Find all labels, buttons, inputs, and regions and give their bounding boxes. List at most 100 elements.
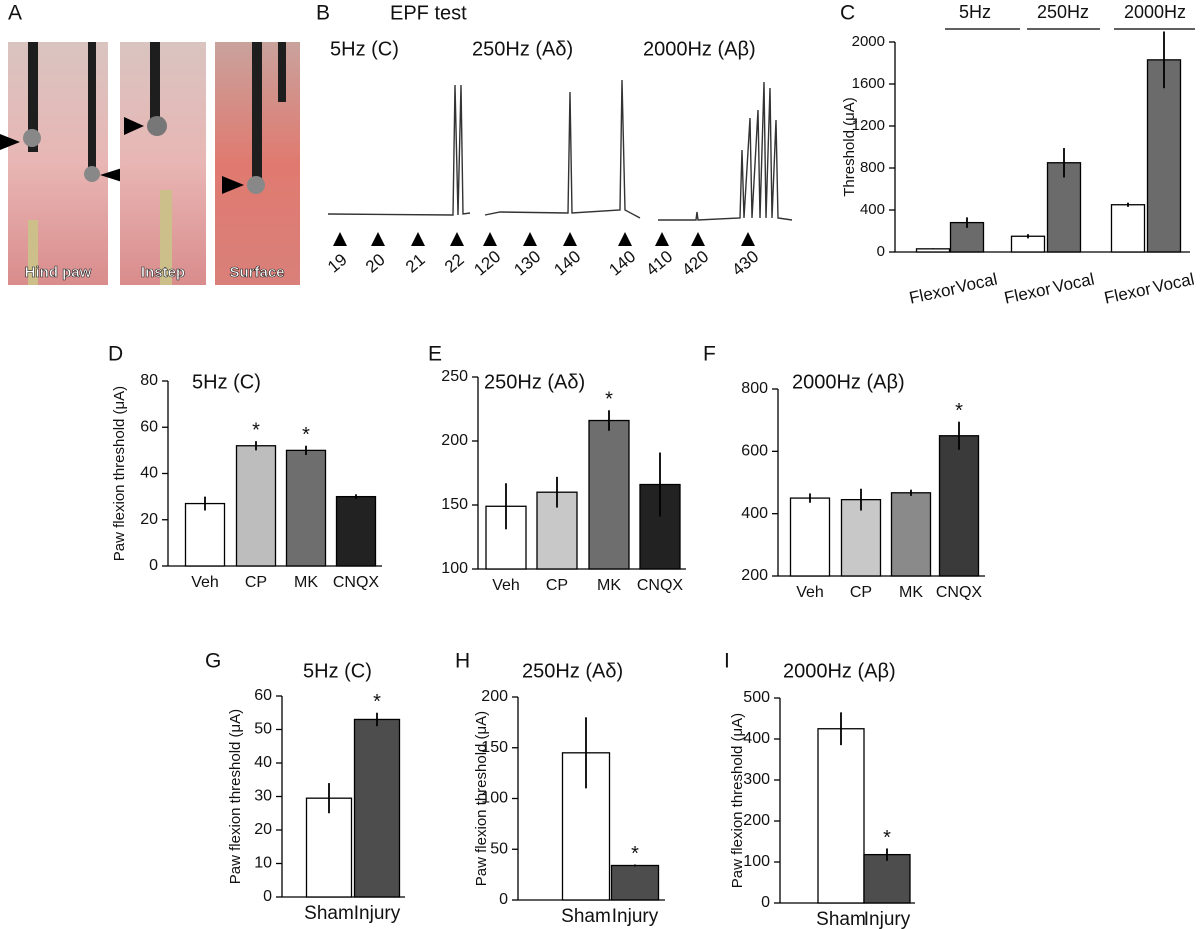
x-tick-label: CNQX — [333, 574, 380, 591]
x-tick-label: Vocal — [954, 270, 999, 297]
y-tick-label: 80 — [140, 372, 158, 389]
bar — [1046, 162, 1082, 253]
bar — [335, 495, 377, 567]
significance-mark: * — [302, 424, 310, 446]
x-tick-label: Sham — [561, 906, 611, 927]
panel-title: EPF test — [390, 2, 467, 24]
group-label: 2000Hz — [1124, 2, 1186, 22]
panel-letter: F — [703, 343, 716, 366]
x-tick-label: MK — [597, 577, 621, 594]
significance-mark: * — [631, 843, 639, 865]
x-tick-label: Injury — [612, 906, 659, 927]
bar — [184, 502, 226, 567]
arrowhead — [691, 232, 705, 246]
x-tick-label: Injury — [864, 909, 911, 929]
stimulus-label: 140 — [550, 247, 584, 280]
stimulus-label: 130 — [510, 247, 544, 280]
chart-title: 5Hz (C) — [192, 371, 261, 393]
trace-label: 250Hz (Aδ) — [472, 38, 573, 60]
y-tick-label: 50 — [490, 840, 508, 857]
trace — [658, 81, 793, 221]
panel-letter: B — [316, 2, 330, 25]
x-tick-label: Veh — [492, 577, 520, 594]
stimulus-label: 21 — [402, 250, 429, 277]
x-tick-label: Flexor — [1003, 279, 1053, 307]
x-tick-label: Flexor — [908, 279, 958, 307]
chart-title: 250Hz (Aδ) — [522, 660, 623, 682]
trace-label: 5Hz (C) — [330, 38, 399, 60]
significance-mark: * — [605, 389, 613, 411]
bar — [1146, 59, 1182, 253]
y-tick-label: 800 — [860, 159, 885, 176]
y-tick-label: 250 — [441, 368, 468, 385]
bar — [840, 498, 882, 577]
y-tick-label: 10 — [254, 855, 272, 872]
x-tick-label: Flexor — [1103, 279, 1153, 307]
panel-letter: G — [205, 650, 221, 673]
chart-title: 5Hz (C) — [303, 660, 372, 682]
arrowhead — [618, 232, 632, 246]
stimulus-label: 410 — [642, 247, 676, 280]
trace — [327, 84, 471, 216]
x-tick-label: Veh — [191, 574, 219, 591]
photo-label: Instep — [141, 264, 185, 281]
y-tick-label: 1200 — [852, 117, 885, 134]
y-tick-label: 0 — [149, 557, 158, 574]
photo — [215, 42, 300, 285]
x-tick-label: Injury — [354, 903, 401, 924]
arrowhead — [563, 232, 577, 246]
arrowhead — [333, 232, 347, 246]
stimulus-label: 20 — [362, 250, 389, 277]
significance-mark: * — [373, 691, 381, 713]
x-tick-label: MK — [899, 584, 923, 601]
y-tick-label: 50 — [254, 721, 272, 738]
photo — [0, 42, 122, 285]
x-tick-label: Sham — [304, 903, 354, 924]
y-tick-label: 500 — [743, 689, 770, 706]
x-tick-label: CNQX — [936, 584, 983, 601]
y-tick-label: 200 — [741, 567, 768, 584]
chart-title: 2000Hz (Aβ) — [783, 660, 896, 682]
x-tick-label: Vocal — [1151, 270, 1196, 297]
arrowhead — [523, 232, 537, 246]
chart-title: 250Hz (Aδ) — [484, 371, 585, 393]
photo — [120, 42, 206, 285]
bar — [890, 492, 932, 577]
y-tick-label: 300 — [743, 771, 770, 788]
panel-letter: H — [455, 650, 470, 673]
y-tick-label: 150 — [441, 496, 468, 513]
y-tick-label: 60 — [254, 687, 272, 704]
photo-label: Surface — [229, 264, 284, 281]
bar — [588, 419, 630, 570]
y-tick-label: 0 — [263, 888, 272, 905]
y-tick-label: 1600 — [852, 75, 885, 92]
panel-letter: C — [840, 2, 855, 25]
bar — [1110, 204, 1146, 253]
bar — [561, 752, 611, 901]
y-tick-label: 200 — [743, 812, 770, 829]
y-tick-label: 20 — [254, 821, 272, 838]
y-tick-label: 0 — [499, 891, 508, 908]
bar — [1010, 235, 1046, 253]
y-tick-label: 20 — [140, 511, 158, 528]
bar — [863, 853, 911, 904]
stimulus-label: 140 — [605, 247, 639, 280]
x-tick-label: CP — [245, 574, 267, 591]
y-axis-label: Paw flexion threshold (μA) — [473, 711, 490, 886]
y-tick-label: 0 — [877, 243, 885, 260]
significance-mark: * — [955, 400, 963, 422]
stimulus-label: 22 — [441, 250, 468, 277]
bar — [938, 435, 980, 577]
y-tick-label: 60 — [140, 418, 158, 435]
bar — [235, 445, 277, 567]
y-tick-label: 40 — [140, 465, 158, 482]
x-tick-label: MK — [294, 574, 318, 591]
x-tick-label: CNQX — [637, 577, 684, 594]
trace-label: 2000Hz (Aβ) — [643, 38, 756, 60]
y-tick-label: 400 — [743, 730, 770, 747]
stimulus-label: 19 — [324, 250, 351, 277]
arrowhead — [655, 232, 669, 246]
arrowhead — [371, 232, 385, 246]
y-tick-label: 100 — [441, 560, 468, 577]
